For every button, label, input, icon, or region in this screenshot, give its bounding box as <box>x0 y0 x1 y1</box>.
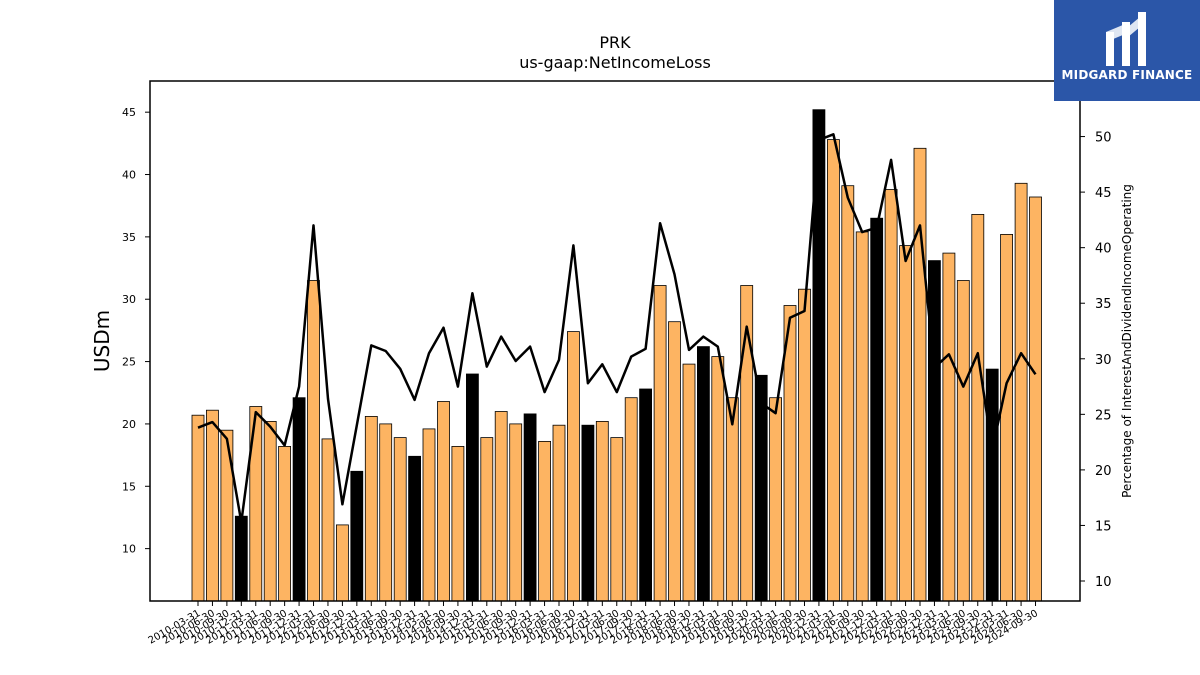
y2-tick-label: 45 <box>1095 186 1112 201</box>
bar <box>509 423 523 602</box>
y2-tick-label: 10 <box>1095 575 1112 590</box>
chart-subtitle: us-gaap:NetIncomeLoss <box>519 53 711 72</box>
bar <box>942 252 956 602</box>
bar <box>697 346 710 602</box>
bar <box>1000 233 1013 602</box>
brand-name: MIDGARD FINANCE <box>1061 68 1193 82</box>
bar <box>567 331 580 602</box>
bar <box>465 373 479 602</box>
y2-tick-label: 25 <box>1095 408 1112 423</box>
bar <box>437 401 450 602</box>
bar <box>841 185 855 602</box>
bar <box>205 409 219 602</box>
bar <box>798 288 811 602</box>
bar <box>335 524 349 602</box>
x-axis: 2010-03-312010-06-302010-09-302010-12-31… <box>147 601 1040 647</box>
bar <box>870 217 884 602</box>
midgard-logo-icon <box>1106 12 1146 66</box>
bar <box>408 455 422 602</box>
y-tick-label: 15 <box>122 480 136 493</box>
y2-tick-label: 15 <box>1095 519 1112 534</box>
y2-tick-label: 20 <box>1095 464 1112 479</box>
bar <box>538 440 551 602</box>
bar <box>278 445 292 602</box>
bar <box>480 437 494 602</box>
bar <box>610 437 624 602</box>
y-tick-label: 25 <box>122 356 136 369</box>
bar <box>725 397 739 602</box>
y-tick-label: 45 <box>122 106 136 119</box>
plot-frame <box>149 80 1081 602</box>
bar <box>971 213 985 602</box>
bar <box>985 368 999 602</box>
bar <box>422 428 436 602</box>
bar <box>191 414 205 602</box>
y2-tick-label: 40 <box>1095 242 1112 257</box>
bar <box>711 356 725 602</box>
bar <box>321 438 335 602</box>
bar <box>364 415 378 602</box>
y-tick-label: 10 <box>122 543 136 556</box>
bar <box>552 424 566 602</box>
y2-tick-label: 30 <box>1095 353 1112 368</box>
bar <box>263 420 277 602</box>
bar <box>307 280 320 602</box>
bar <box>928 260 941 602</box>
bar <box>393 437 407 602</box>
y2-tick-label: 50 <box>1095 131 1112 146</box>
y-tick-label: 40 <box>122 169 136 182</box>
bar <box>639 388 652 602</box>
brand-logo: MIDGARD FINANCE <box>1054 0 1200 101</box>
bar <box>350 470 364 602</box>
bar <box>884 189 898 602</box>
y-axis-label: USDm <box>90 310 114 372</box>
bar <box>234 515 248 602</box>
bar <box>451 445 465 602</box>
series-line <box>197 133 1037 524</box>
bar <box>292 397 306 602</box>
bars-group <box>191 109 1042 602</box>
line-group <box>197 133 1037 524</box>
y-tick-label: 35 <box>122 231 136 244</box>
bar <box>494 411 508 602</box>
bar <box>379 423 393 602</box>
bar <box>899 245 912 602</box>
y2-axis: 10 15 20 25 30 35 40 45 50 <box>1080 131 1112 590</box>
bar <box>581 424 595 602</box>
bar <box>855 231 869 602</box>
chart-title: PRK <box>599 33 631 52</box>
y-tick-label: 20 <box>122 418 136 431</box>
bar <box>653 285 667 602</box>
y2-tick-label: 35 <box>1095 297 1112 312</box>
bar <box>682 363 696 602</box>
bar <box>913 147 927 602</box>
y-axis: 10 15 20 25 30 35 40 45 <box>122 106 150 556</box>
bar <box>769 397 782 602</box>
bar <box>668 321 681 602</box>
bar <box>1014 182 1028 602</box>
bar <box>754 374 768 602</box>
y2-axis-label: Percentage of InterestAndDividendIncomeO… <box>1120 184 1134 498</box>
bar <box>956 280 970 602</box>
bar <box>595 420 609 602</box>
bar <box>624 397 638 602</box>
bar <box>523 413 537 602</box>
bar <box>1029 196 1042 602</box>
y-tick-label: 30 <box>122 293 136 306</box>
bar <box>827 139 840 602</box>
